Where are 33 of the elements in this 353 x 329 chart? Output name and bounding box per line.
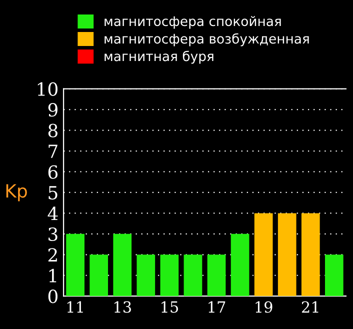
y-axis-title: Kp — [6, 184, 27, 202]
bar — [113, 234, 132, 296]
x-tick-label: 19 — [256, 301, 272, 313]
x-tick-label: 15 — [162, 301, 178, 313]
bar — [66, 234, 84, 296]
x-tick-label: 11 — [67, 301, 83, 313]
bar — [207, 254, 226, 296]
x-tick-label: 13 — [114, 301, 131, 313]
y-tick-label: 7 — [48, 144, 58, 158]
y-tick-label: 3 — [48, 227, 58, 242]
bar — [230, 234, 250, 296]
x-tick-label: 21 — [302, 301, 318, 313]
y-tick-label: 8 — [48, 124, 58, 138]
bar — [160, 254, 179, 296]
bar — [278, 213, 296, 296]
y-tick-label: 10 — [38, 82, 58, 96]
y-tick-label: 1 — [49, 268, 56, 282]
legend-label: магнитосфера возбужденная — [104, 33, 309, 46]
bar — [90, 254, 108, 296]
y-tick-label: 0 — [48, 290, 58, 304]
y-tick-label: 4 — [48, 206, 58, 220]
bar — [324, 254, 344, 296]
legend-label: магнитная буря — [104, 50, 214, 64]
bar — [184, 254, 202, 296]
bar — [301, 213, 320, 296]
bar — [136, 254, 156, 296]
y-tick-label: 6 — [48, 165, 58, 179]
x-tick-label: 17 — [208, 301, 226, 313]
y-tick-label: 2 — [48, 248, 57, 262]
y-tick-label: 9 — [48, 103, 58, 117]
y-tick-label: 5 — [48, 186, 58, 200]
legend-label: магнитосфера спокойная — [104, 16, 281, 29]
bar — [254, 213, 273, 296]
